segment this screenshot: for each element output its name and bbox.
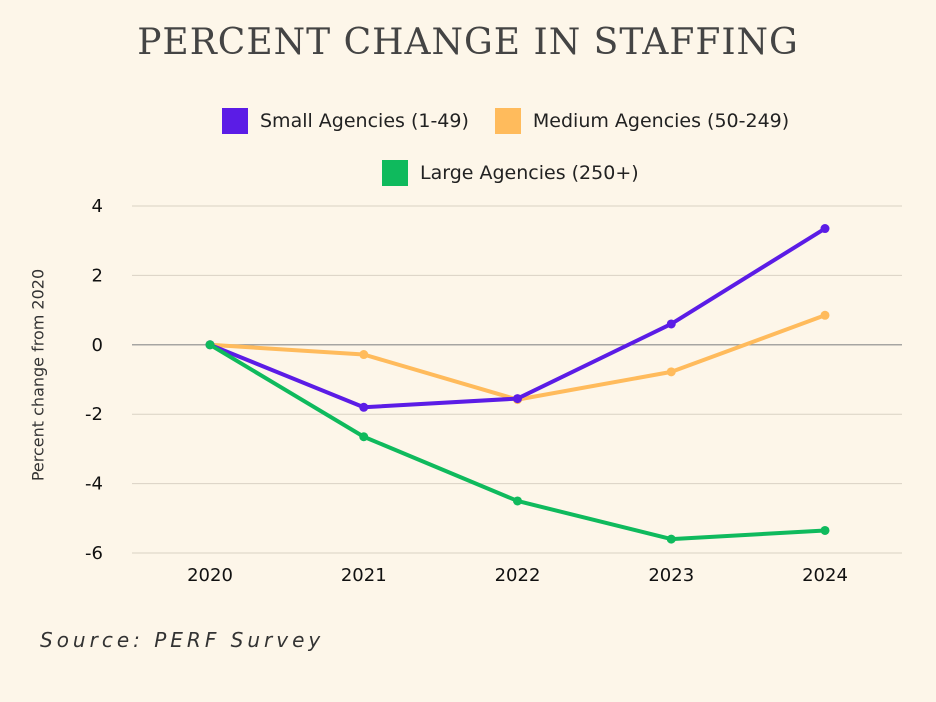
y-tick-label-2: 0 bbox=[92, 335, 103, 356]
legend-label-medium: Medium Agencies (50-249) bbox=[532, 110, 790, 132]
series-line-2 bbox=[208, 342, 827, 542]
y-tick-label-1: 2 bbox=[92, 265, 103, 286]
x-tick-label-0: 2020 bbox=[187, 565, 233, 586]
series-2-point-0 bbox=[205, 340, 215, 350]
series-1-point-3 bbox=[666, 367, 676, 377]
x-tick-label-2: 2022 bbox=[495, 565, 541, 586]
series-2-point-2 bbox=[513, 496, 522, 506]
y-tick-label-5: -6 bbox=[85, 543, 103, 564]
legend-label-small: Small Agencies (1-49) bbox=[260, 110, 469, 132]
legend-swatch-small bbox=[222, 108, 248, 134]
legend-label-large: Large Agencies (250+) bbox=[420, 162, 639, 184]
y-tick-label-4: -4 bbox=[85, 474, 103, 495]
legend-item-large: Large Agencies (250+) bbox=[382, 160, 639, 186]
legend-item-medium: Medium Agencies (50-249) bbox=[494, 108, 790, 134]
series-0-point-4 bbox=[820, 224, 830, 234]
legend-swatch-medium bbox=[494, 108, 521, 134]
series-2-point-1 bbox=[359, 432, 369, 442]
x-tick-label-4: 2024 bbox=[802, 565, 848, 586]
series-1-point-1 bbox=[359, 350, 369, 360]
series-0-point-2 bbox=[513, 394, 522, 404]
series-2-point-4 bbox=[820, 525, 830, 535]
legend-row-1: Small Agencies (1-49) Medium Agencies (5… bbox=[222, 108, 815, 134]
series-2-point-3 bbox=[666, 534, 676, 544]
series-line-1 bbox=[208, 313, 827, 402]
series-0-point-1 bbox=[359, 402, 369, 412]
y-tick-label-0: 4 bbox=[92, 196, 103, 217]
legend-item-small: Small Agencies (1-49) bbox=[222, 108, 469, 134]
series-0-point-3 bbox=[666, 319, 676, 329]
source-note: Source: PERF Survey bbox=[40, 628, 325, 652]
series-line-0 bbox=[208, 226, 827, 410]
chart-title: PERCENT CHANGE IN STAFFING bbox=[137, 22, 799, 63]
x-tick-label-1: 2021 bbox=[341, 565, 387, 586]
y-tick-label-3: -2 bbox=[85, 404, 103, 425]
series-1-point-4 bbox=[820, 310, 830, 320]
legend-row-2: Large Agencies (250+) bbox=[382, 160, 665, 186]
x-tick-label-3: 2023 bbox=[648, 565, 694, 586]
legend-swatch-large bbox=[382, 160, 408, 186]
